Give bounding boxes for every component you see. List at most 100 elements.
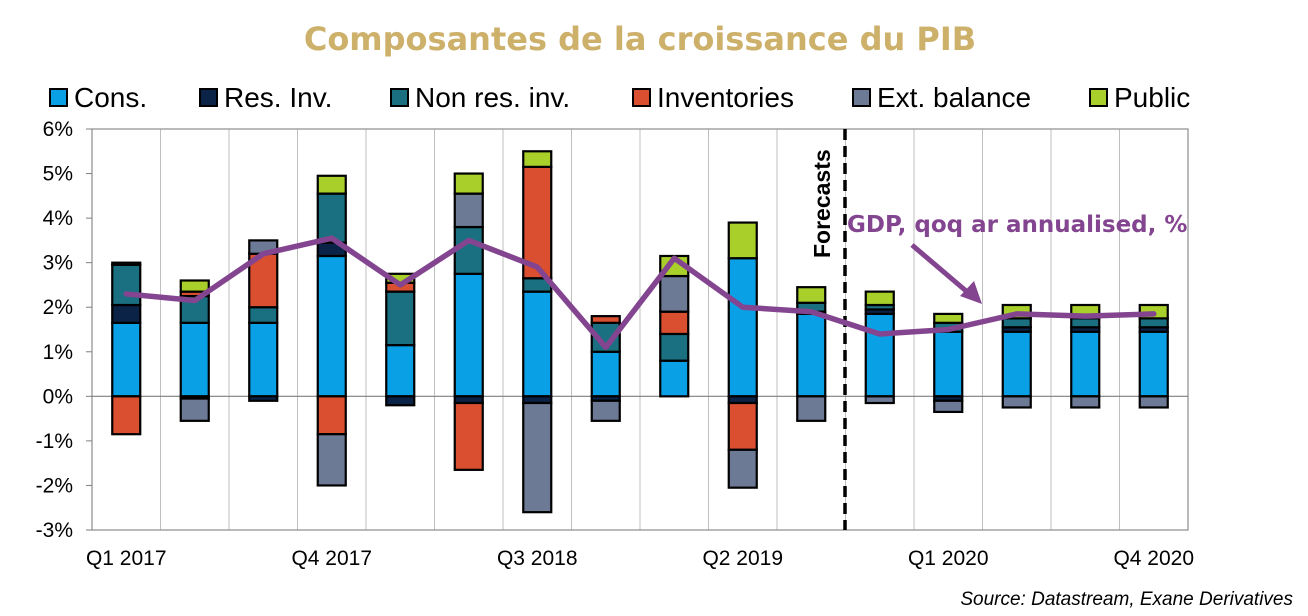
bar-segment <box>1138 395 1169 409</box>
bar-segment <box>316 433 347 487</box>
bar-segment <box>659 310 690 336</box>
legend-label: Cons. <box>74 82 147 113</box>
bar-segment <box>522 165 553 280</box>
y-tick-label: 2% <box>43 296 73 319</box>
bar-segment <box>111 395 142 436</box>
bar-segment <box>1001 330 1032 398</box>
legend-label: Public <box>1114 82 1190 113</box>
gdp-line-layer <box>123 235 1157 351</box>
legend-label: Ext. balance <box>877 82 1031 113</box>
bar-segment <box>864 290 895 307</box>
y-tick-label: 1% <box>43 341 73 364</box>
bar-stack <box>111 261 142 436</box>
bar-segment <box>179 397 210 422</box>
y-tick-label: -2% <box>36 474 73 497</box>
bar-segment <box>1070 395 1101 409</box>
legend-swatch <box>852 88 871 107</box>
bar-segment <box>864 312 895 398</box>
bar-stack <box>316 174 347 487</box>
bar-segment <box>453 192 484 229</box>
bar-segment <box>316 174 347 195</box>
legend: Cons. Res. Inv. Non res. inv. Inventories Ex… <box>49 82 1190 113</box>
bar-stack <box>796 286 827 422</box>
bar-stack <box>522 150 553 514</box>
legend-swatch <box>390 88 409 107</box>
bar-segment <box>1001 395 1032 409</box>
bar-stack <box>453 172 484 471</box>
bar-segment <box>111 303 142 324</box>
bar-segment <box>385 343 416 398</box>
plot-frame <box>91 128 1189 531</box>
y-axis: -3% -2% -1% 0% 1% 2% 3% 4% 5% 6% <box>36 118 92 542</box>
bar-segment <box>796 286 827 304</box>
bar-stack <box>659 254 690 398</box>
bar-segment <box>316 192 347 244</box>
bar-segment <box>933 312 964 324</box>
bar-stack <box>1138 303 1169 409</box>
x-tick-label: Q4 2017 <box>291 547 372 570</box>
y-tick-label: 3% <box>43 252 73 275</box>
bar-stack <box>1001 303 1032 409</box>
bar-segment <box>659 274 690 313</box>
x-tick-label: Q2 2019 <box>702 547 783 570</box>
gdp-line <box>123 235 1157 351</box>
bar-stack <box>248 239 279 402</box>
bar-segment <box>522 290 553 398</box>
legend-label: Inventories <box>657 82 794 113</box>
bar-stack <box>385 272 416 407</box>
bar-segment <box>522 401 553 514</box>
bar-segment <box>179 279 210 293</box>
bar-segment <box>248 321 279 398</box>
y-tick-label: 0% <box>43 385 73 408</box>
bar-segment <box>1001 317 1032 329</box>
bar-segment <box>179 321 210 398</box>
legend-label: Res. Inv. <box>224 82 332 113</box>
y-tick-label: 4% <box>43 207 73 230</box>
forecast-label: Forecasts <box>809 149 835 258</box>
y-tick-label: -1% <box>36 430 73 453</box>
bars <box>111 150 1169 514</box>
bar-segment <box>248 306 279 324</box>
bar-segment <box>659 332 690 362</box>
bar-segment <box>590 315 621 324</box>
bar-stack <box>1070 303 1101 409</box>
bar-segment <box>316 254 347 398</box>
legend-swatch <box>199 88 218 107</box>
bar-segment <box>453 172 484 195</box>
bar-segment <box>522 150 553 168</box>
bar-segment <box>727 401 758 451</box>
legend-swatch <box>49 88 68 107</box>
bar-segment <box>1070 330 1101 398</box>
y-tick-label: -3% <box>36 519 73 542</box>
bar-segment <box>1138 317 1169 329</box>
bar-segment <box>111 261 142 266</box>
gdp-annotation-arrowhead <box>960 281 982 304</box>
x-tick-label: Q1 2017 <box>86 547 167 570</box>
bar-segment <box>1138 330 1169 398</box>
bar-segment <box>111 263 142 307</box>
source-note: Source: Datastream, Exane Derivatives <box>960 589 1293 610</box>
bar-segment <box>933 399 964 414</box>
x-tick-label: Q3 2018 <box>497 547 578 570</box>
legend-label: Non res. inv. <box>415 82 570 113</box>
bar-segment <box>590 399 621 422</box>
bar-segment <box>796 395 827 422</box>
legend-swatch <box>1089 88 1108 107</box>
bar-segment <box>385 395 416 407</box>
bar-segment <box>727 221 758 260</box>
bar-stack <box>864 290 895 405</box>
bar-segment <box>1070 317 1101 329</box>
legend-item: Public <box>1089 82 1190 113</box>
bar-segment <box>659 359 690 398</box>
bar-segment <box>453 225 484 275</box>
chart-title: Composantes de la croissance du PIB <box>304 20 976 58</box>
bar-segment <box>864 395 895 405</box>
bar-segment <box>796 312 827 398</box>
bar-segment <box>727 448 758 489</box>
legend-item: Ext. balance <box>852 82 1031 113</box>
bar-segment <box>111 321 142 398</box>
bar-segment <box>453 272 484 398</box>
legend-swatch <box>632 88 651 107</box>
y-tick-label: 6% <box>43 118 73 141</box>
